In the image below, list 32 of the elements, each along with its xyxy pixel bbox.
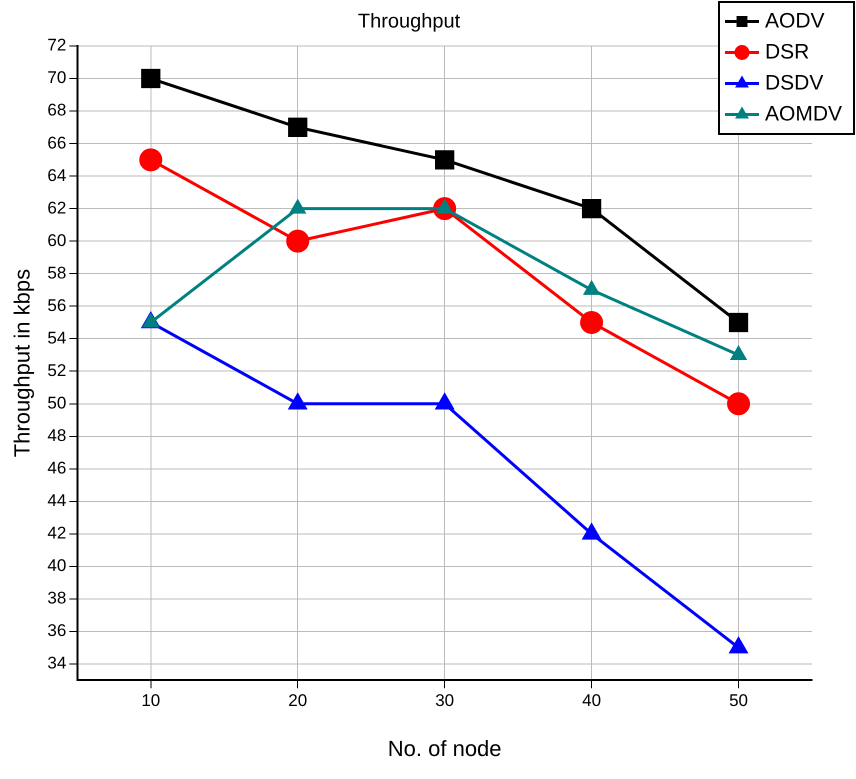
x-tick-label: 20 — [288, 691, 308, 710]
x-axis-title: No. of node — [388, 736, 502, 761]
y-tick-label: 64 — [47, 166, 66, 185]
y-tick-label: 68 — [47, 100, 66, 120]
chart-title: Throughput — [358, 10, 461, 33]
y-tick-label: 52 — [47, 360, 66, 380]
y-tick-label: 62 — [47, 198, 66, 218]
y-tick-label: 72 — [47, 36, 66, 55]
legend-label: DSR — [764, 40, 810, 64]
y-tick-label: 70 — [47, 68, 66, 88]
y-tick-label: 40 — [47, 556, 66, 576]
legend-label: AODV — [764, 9, 825, 32]
y-tick-label: 58 — [47, 263, 66, 282]
y-tick-label: 54 — [47, 328, 66, 348]
y-tick-label: 34 — [47, 654, 66, 673]
x-tick-label: 40 — [582, 691, 602, 710]
x-tick-label: 30 — [435, 691, 454, 710]
y-tick-label: 38 — [47, 588, 66, 608]
y-axis-title: Throughput in kbps — [9, 268, 34, 458]
legend-label: AOMDV — [764, 102, 842, 126]
y-tick-label: 66 — [47, 133, 66, 152]
y-tick-label: 42 — [47, 524, 66, 543]
y-tick-label: 44 — [47, 491, 66, 510]
y-tick-label: 56 — [47, 296, 66, 315]
y-tick-label: 48 — [47, 426, 66, 445]
legend-label: DSDV — [764, 71, 824, 94]
x-tick-label: 50 — [729, 691, 748, 710]
y-tick-label: 36 — [47, 621, 66, 640]
x-tick-label: 10 — [141, 691, 160, 710]
y-tick-label: 46 — [47, 458, 66, 478]
y-tick-label: 50 — [47, 393, 66, 412]
y-tick-label: 60 — [47, 230, 66, 250]
